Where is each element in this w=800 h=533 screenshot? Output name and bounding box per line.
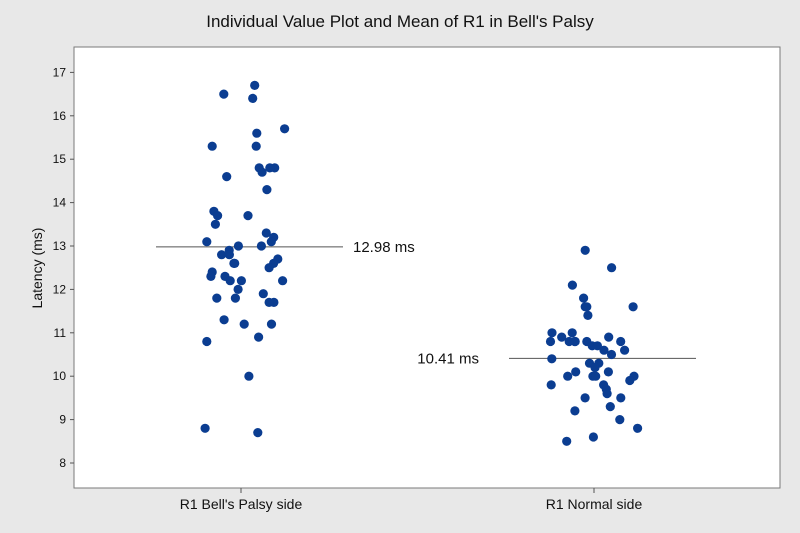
data-point [583,310,593,320]
y-tick-label: 8 [59,456,66,470]
data-point [616,336,626,347]
y-tick-label: 11 [54,326,67,340]
data-point [243,211,253,221]
data-point [615,415,625,425]
data-point [579,293,589,303]
data-point [625,375,635,386]
data-point [546,380,556,390]
data-point [230,293,240,303]
data-point [202,237,212,247]
data-point [588,432,599,442]
data-point [280,124,290,134]
data-point [628,302,638,312]
data-point [265,163,275,173]
y-tick-label: 15 [53,152,67,166]
data-point [571,367,581,377]
x-axis: R1 Bell's Palsy side R1 Normal side [180,488,643,512]
data-point [222,172,232,182]
data-point [278,276,288,286]
mean-label: 12.98 ms [353,239,415,256]
data-point [607,263,617,273]
data-point [591,371,601,381]
data-point [200,423,210,433]
data-point [616,393,626,403]
data-point [633,423,643,433]
data-point [567,280,578,290]
data-point [264,263,274,273]
data-point [212,293,222,303]
data-point [261,228,271,238]
data-point [582,302,592,312]
y-tick-label: 16 [53,109,67,123]
data-point [557,332,567,342]
data-point [547,328,557,338]
data-point [580,393,590,403]
x-tick-label: R1 Normal side [546,496,643,512]
data-point [202,336,212,347]
data-point [256,241,266,251]
data-point [262,185,272,195]
data-point [580,245,590,255]
data-point [570,406,580,416]
data-point [257,167,267,177]
data-point [233,241,243,251]
data-point [562,436,572,446]
data-point [606,349,617,360]
y-tick-label: 17 [53,65,67,79]
data-point [233,284,243,294]
chart-title: Individual Value Plot and Mean of R1 in … [206,12,594,31]
data-point [213,211,223,221]
data-point [207,141,217,151]
data-point [219,315,229,325]
data-point [545,336,556,347]
data-point [251,141,261,151]
data-point [266,237,276,247]
data-point [206,271,216,281]
data-points [200,80,643,446]
data-point [620,345,630,355]
data-point [217,250,227,260]
data-point [210,219,220,229]
data-point [236,276,246,286]
data-point [252,128,262,138]
data-point [604,332,614,342]
data-point [567,328,577,338]
data-point [590,362,600,373]
x-tick-label: R1 Bell's Palsy side [180,496,303,512]
data-point [248,93,258,103]
data-point [225,276,235,286]
y-tick-label: 10 [53,369,67,383]
data-point [563,371,573,381]
data-point [254,332,264,342]
data-point [602,389,612,399]
plot-area [73,46,781,489]
data-point [605,402,615,412]
data-point [564,336,574,347]
data-point [224,250,234,260]
y-tick-label: 14 [53,196,67,210]
y-tick-label: 12 [53,282,67,296]
data-point [547,354,557,364]
y-tick-label: 9 [59,413,66,427]
y-tick-label: 13 [53,239,67,253]
data-point [230,258,240,268]
mean-label: 10.41 ms [417,350,479,367]
data-point [239,319,249,329]
data-point [264,297,274,307]
data-point [244,371,254,381]
y-axis: 8 9 10 11 12 13 14 15 16 17 [53,65,74,470]
data-point [266,319,277,329]
data-point [592,341,603,351]
data-point [258,289,268,299]
data-point [599,345,609,355]
mean-lines: 12.98 ms 10.41 ms [156,239,696,367]
data-point [603,367,614,377]
data-point [219,89,229,99]
data-point [250,80,260,90]
data-point [253,428,263,438]
